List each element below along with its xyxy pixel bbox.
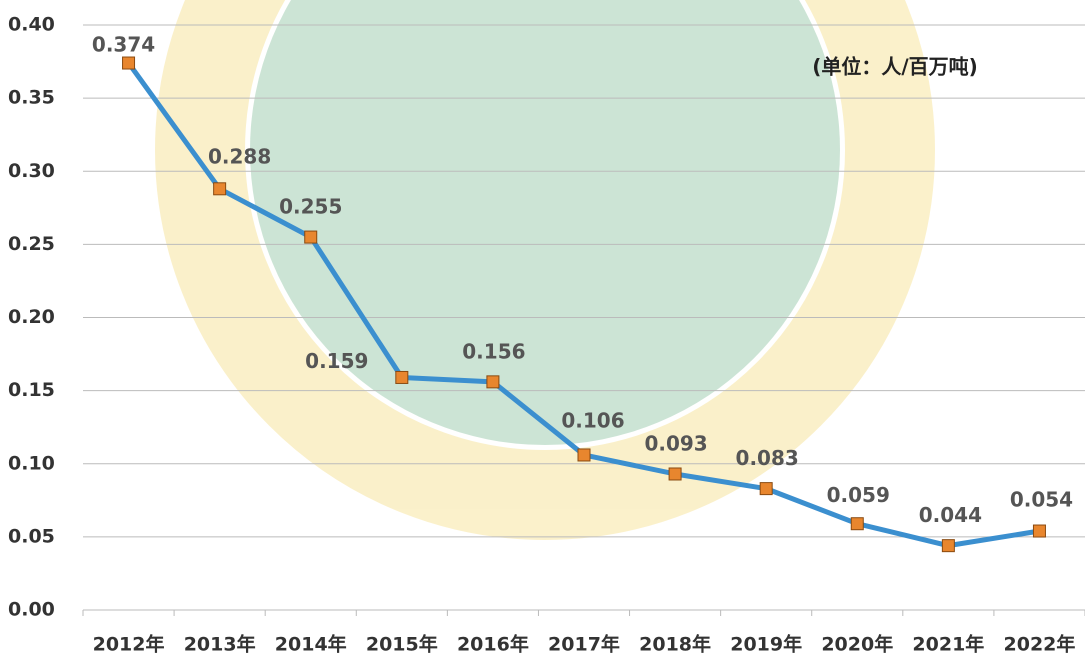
- marker: [123, 57, 135, 69]
- y-tick-label: 0.40: [8, 14, 55, 36]
- x-tick-label: 2018年: [639, 633, 711, 656]
- y-tick-label: 0.25: [8, 233, 55, 255]
- y-tick-label: 0.30: [8, 160, 55, 182]
- data-label: 0.083: [736, 446, 799, 470]
- x-tick-label: 2012年: [93, 633, 165, 656]
- marker: [942, 540, 954, 552]
- chart: (单位：人/百万吨) 0.00 0.05 0.10 0.15 0.20 0.25 0.30 0…: [0, 0, 1085, 661]
- data-label: 0.044: [919, 503, 982, 527]
- x-tick-label: 2015年: [366, 633, 438, 656]
- x-tick-label: 2017年: [548, 633, 620, 656]
- x-tick-label: 2021年: [912, 633, 984, 656]
- x-tick-label: 2022年: [1004, 633, 1076, 656]
- data-label: 0.374: [92, 33, 155, 57]
- data-label: 0.093: [644, 431, 707, 455]
- x-tick-label: 2013年: [184, 633, 256, 656]
- data-label: 0.054: [1010, 488, 1073, 512]
- y-tick-label: 0.10: [8, 452, 55, 474]
- marker: [1033, 525, 1045, 537]
- marker: [760, 483, 772, 495]
- x-tick-label: 2020年: [821, 633, 893, 656]
- y-tick-label: 0.05: [8, 525, 55, 547]
- marker: [305, 231, 317, 243]
- x-tick-label: 2019年: [730, 633, 802, 656]
- y-tick-label: 0.20: [8, 306, 55, 328]
- x-tick-label: 2016年: [457, 633, 529, 656]
- marker: [396, 371, 408, 383]
- y-tick-label: 0.00: [8, 599, 55, 621]
- y-tick-label: 0.15: [8, 379, 55, 401]
- data-label: 0.255: [279, 195, 342, 219]
- marker: [578, 449, 590, 461]
- unit-annotation: (单位：人/百万吨): [812, 55, 978, 79]
- marker: [669, 468, 681, 480]
- data-label: 0.288: [208, 144, 271, 168]
- x-tick-label: 2014年: [275, 633, 347, 656]
- y-tick-label: 0.35: [8, 87, 55, 109]
- data-label: 0.106: [561, 408, 624, 432]
- data-label: 0.156: [462, 339, 525, 363]
- marker: [851, 518, 863, 530]
- marker: [487, 376, 499, 388]
- data-label: 0.059: [827, 483, 890, 507]
- data-label: 0.159: [305, 349, 368, 373]
- marker: [214, 183, 226, 195]
